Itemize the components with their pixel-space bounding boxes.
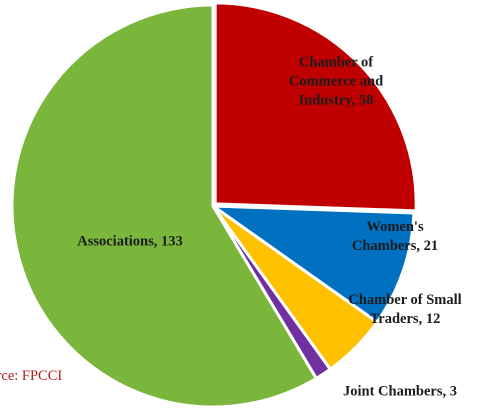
label-category: Associations [77,233,154,250]
label-value: 133 [154,234,183,250]
pie-slice [213,1,418,213]
label-category: Women's Chambers [351,219,424,254]
data-label: Joint Chambers3 [310,383,490,402]
label-value: 3 [443,384,458,400]
data-label: Women's Chambers21 [348,218,443,256]
label-value: 12 [419,311,441,327]
label-category: Joint Chambers [343,383,443,400]
data-label: Chamber of Small Traders12 [335,291,475,329]
data-label: Associations133 [40,233,220,252]
label-value: 21 [416,238,438,254]
pie-slice [208,204,416,325]
label-category: Chamber of Small Traders [348,292,462,327]
label-value: 58 [352,93,374,109]
source-note: Source: FPCCI [0,368,63,384]
pie-slice [10,3,319,408]
data-label: Chamber of Commerce and Industry58 [271,54,401,111]
label-category: Chamber of Commerce and Industry [288,54,384,109]
